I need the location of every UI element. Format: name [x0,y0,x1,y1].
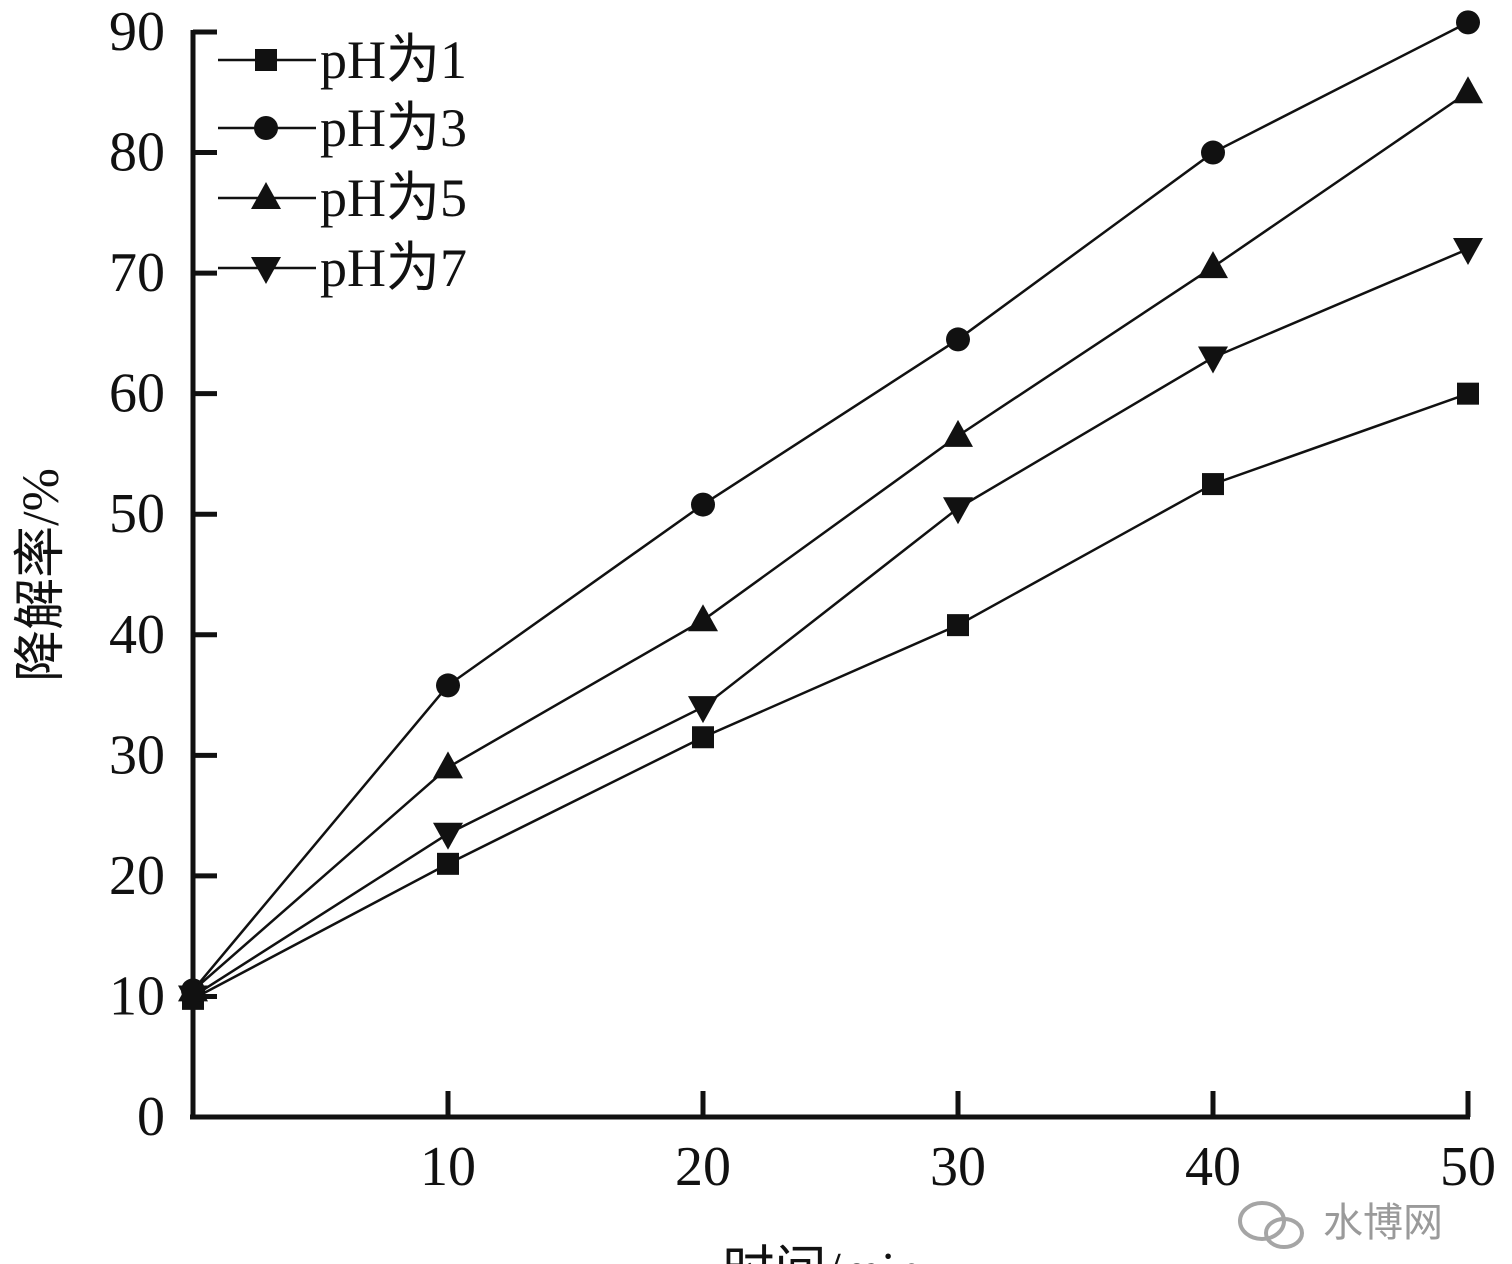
legend-label: pH为3 [320,98,467,158]
wechat-icon [1238,1201,1304,1249]
legend-marker [255,49,277,71]
legend: pH为1 pH为3 pH为5 pH为7 [218,30,467,298]
y-tick-label: 20 [109,845,165,907]
series-layer [178,10,1483,1013]
y-tick-label: 30 [109,724,165,786]
series-line [192,392,1469,1000]
data-point [1453,76,1483,104]
series-1 [182,382,1479,1010]
data-point [692,726,714,749]
data-point [946,327,970,352]
legend-item-4: pH为7 [218,238,467,298]
x-tick-label: 20 [675,1136,731,1198]
legend-item-1: pH为1 [218,30,467,90]
data-point [433,751,463,779]
y-tick-label: 60 [109,363,165,425]
y-tick-label: 0 [137,1086,165,1148]
data-point [1456,10,1480,35]
y-tick-label: 70 [109,242,165,304]
series-line [192,247,1469,998]
data-point [688,604,718,632]
data-point [433,822,463,850]
x-tick-label: 50 [1440,1136,1496,1198]
x-axis-label: 时间/min [722,1243,921,1264]
series-line [192,91,1469,992]
legend-label: pH为5 [320,168,467,228]
data-point [943,419,973,447]
axes [190,30,1470,1120]
data-point [688,696,718,724]
legend-label: pH为1 [320,30,467,90]
ticks: 0 10 20 30 40 50 60 70 80 90 10 20 30 40 50 [109,1,1496,1198]
y-tick-label: 50 [109,483,165,545]
series-2 [181,10,1480,1003]
x-tick-label: 30 [930,1136,986,1198]
y-tick-label: 40 [109,604,165,666]
data-point [1201,140,1225,165]
y-tick-label: 90 [109,1,165,63]
legend-marker [251,182,281,209]
y-tick-label: 10 [109,965,165,1027]
legend-item-3: pH为5 [218,168,467,228]
data-point [437,852,459,875]
y-tick-label: 80 [109,122,165,184]
data-point [1457,382,1479,405]
x-tick-label: 40 [1185,1136,1241,1198]
data-point [691,492,715,517]
watermark-text: 水博网 [1323,1200,1443,1246]
data-point [1198,346,1228,374]
series-4 [178,238,1483,1013]
x-tick-label: 10 [420,1136,476,1198]
data-point [1453,238,1483,265]
legend-label: pH为7 [320,238,467,298]
data-point [943,497,973,525]
watermark: 水博网 [1238,1200,1443,1249]
y-axis-label: 降解率/% [13,468,70,682]
legend-marker [254,116,278,140]
legend-marker [251,257,281,284]
data-point [1202,473,1224,496]
series-line [192,21,1469,992]
data-point [947,614,969,637]
data-point [436,673,460,698]
data-point [1198,251,1228,279]
legend-item-2: pH为3 [218,98,467,158]
